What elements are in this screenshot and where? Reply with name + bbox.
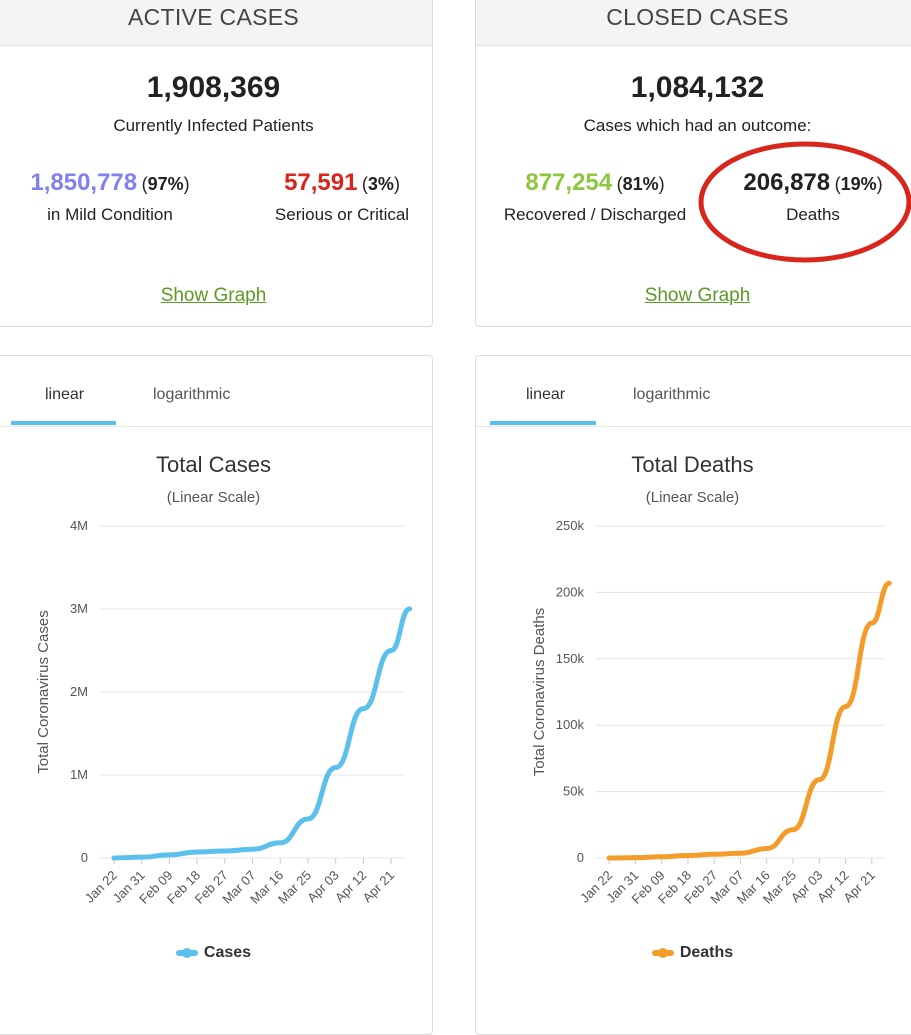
deaths-percent: 19%: [840, 174, 877, 194]
mild-condition-label: in Mild Condition: [47, 205, 173, 224]
deaths-chart-series-line: [606, 580, 892, 861]
serious-critical-value: 57,591: [284, 169, 358, 196]
cases-chart-y-tick-label: 1M: [70, 767, 88, 782]
cases-chart-title: Total Cases: [156, 452, 271, 477]
cases-legend[interactable]: Cases: [0, 944, 432, 962]
active-cases-header: ACTIVE CASES: [0, 0, 432, 46]
deaths-scale-tabs: linear logarithmic: [476, 376, 911, 427]
closed-cases-panel: CLOSED CASES 1,084,132 Cases which had a…: [475, 0, 911, 327]
cases-tab-linear[interactable]: linear: [45, 386, 85, 403]
deaths-tab-active-indicator: [490, 421, 596, 425]
deaths-chart-panel: linear logarithmic Total Deaths (Linear …: [475, 355, 911, 1035]
mild-condition-percent: 97%: [147, 174, 184, 194]
deaths-label: Deaths: [786, 205, 840, 224]
closed-cases-total-label: Cases which had an outcome:: [583, 116, 812, 135]
recovered-label: Recovered / Discharged: [503, 205, 687, 224]
recovered-stat: 877,254 (81%) Recovered / Discharged: [490, 169, 700, 225]
deaths-tab-linear[interactable]: linear: [526, 386, 566, 403]
serious-critical-percent: 3%: [367, 174, 394, 194]
deaths-legend-label: Deaths: [679, 944, 734, 961]
deaths-chart-y-tick-label: 250k: [556, 518, 585, 533]
cases-chart-y-tick-label: 0: [81, 850, 88, 865]
cases-chart-series-line: [111, 606, 413, 861]
deaths-value: 206,878: [743, 169, 831, 196]
deaths-chart-y-tick-label: 200k: [556, 584, 585, 599]
mild-condition-value: 1,850,778: [30, 169, 138, 196]
cases-chart-y-tick-label: 3M: [70, 601, 88, 616]
deaths-legend[interactable]: Deaths: [476, 944, 909, 962]
active-cases-panel: ACTIVE CASES 1,908,369 Currently Infecte…: [0, 0, 433, 327]
deaths-chart-y-tick-label: 150k: [556, 651, 585, 666]
deaths-stat: 206,878 (19%) Deaths: [716, 169, 910, 225]
cases-tab-logarithmic[interactable]: logarithmic: [153, 386, 231, 403]
serious-critical-label: Serious or Critical: [274, 205, 410, 224]
deaths-chart-y-tick-label: 50k: [563, 784, 584, 799]
cases-legend-label: Cases: [203, 944, 252, 961]
deaths-chart-subtitle: (Linear Scale): [645, 489, 740, 506]
recovered-value: 877,254: [525, 169, 613, 196]
closed-show-graph-link[interactable]: Show Graph: [644, 285, 751, 306]
active-cases-total: 1,908,369: [146, 71, 281, 104]
deaths-chart-y-tick-label: 0: [577, 850, 584, 865]
cases-chart-y-tick-label: 2M: [70, 684, 88, 699]
closed-cases-total: 1,084,132: [630, 71, 765, 104]
cases-chart-x-tick-label: Apr 21: [360, 868, 398, 906]
deaths-tab-logarithmic[interactable]: logarithmic: [633, 386, 711, 403]
recovered-percent: 81%: [622, 174, 659, 194]
cases-tab-active-indicator: [11, 421, 116, 425]
active-show-graph-link[interactable]: Show Graph: [160, 285, 267, 306]
cases-chart-y-axis-label: Total Coronavirus Cases: [35, 610, 52, 773]
cases-chart-y-tick-label: 4M: [70, 518, 88, 533]
active-cases-total-label: Currently Infected Patients: [113, 116, 314, 135]
cases-chart-panel: linear logarithmic Total Cases (Linear S…: [0, 355, 433, 1035]
deaths-chart-y-tick-label: 100k: [556, 717, 585, 732]
red-highlight-circle: [698, 141, 911, 263]
cases-scale-tabs: linear logarithmic: [0, 376, 432, 427]
deaths-legend-swatch: [651, 947, 674, 958]
mild-condition-stat: 1,850,778 (97%) in Mild Condition: [3, 169, 217, 225]
cases-legend-swatch: [175, 947, 198, 958]
serious-critical-stat: 57,591 (3%) Serious or Critical: [233, 169, 432, 225]
closed-cases-header: CLOSED CASES: [476, 0, 911, 46]
cases-chart-subtitle: (Linear Scale): [166, 489, 261, 506]
deaths-chart-title: Total Deaths: [631, 452, 754, 477]
deaths-chart-y-axis-label: Total Coronavirus Deaths: [531, 608, 548, 776]
